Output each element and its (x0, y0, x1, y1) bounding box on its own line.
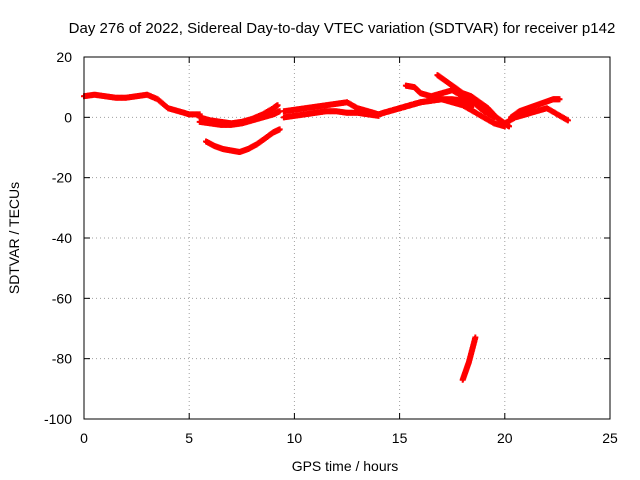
data-point (556, 96, 563, 103)
data-point (470, 102, 477, 109)
plot-border (83, 56, 611, 420)
x-tick-labels: 0 5 10 15 20 25 (80, 430, 618, 446)
series-arc-1 (81, 91, 203, 118)
series-arc-3 (196, 108, 283, 128)
data-points (81, 72, 571, 383)
data-point (506, 123, 513, 130)
x-tick-label: 20 (497, 430, 513, 446)
data-point (274, 102, 281, 109)
y-tick-label: -20 (52, 170, 72, 186)
series-arc-4 (203, 126, 283, 156)
y-tick-label: -60 (52, 290, 72, 306)
y-tick-label: -40 (52, 230, 72, 246)
data-point (472, 334, 479, 341)
chart-title: Day 276 of 2022, Sidereal Day-to-day VTE… (69, 20, 616, 37)
y-tick-label: 0 (64, 109, 72, 125)
y-tick-label: -100 (44, 411, 72, 427)
y-tick-label: 20 (56, 49, 72, 65)
x-tick-label: 0 (80, 430, 88, 446)
x-tick-label: 25 (602, 430, 618, 446)
x-axis-label: GPS time / hours (292, 458, 399, 474)
data-point (276, 126, 283, 133)
y-axis-label: SDTVAR / TECUs (6, 182, 22, 294)
series-arc-10 (396, 96, 477, 112)
series-arc-6 (280, 108, 382, 121)
y-tick-labels: -100 -80 -60 -40 -20 0 20 (44, 49, 72, 427)
data-point (564, 117, 571, 124)
y-tick-label: -80 (52, 351, 72, 367)
series-arc-13 (459, 334, 479, 383)
series-arc-12 (508, 96, 563, 121)
x-tick-label: 10 (287, 430, 303, 446)
x-tick-label: 15 (392, 430, 408, 446)
x-tick-label: 5 (185, 430, 193, 446)
